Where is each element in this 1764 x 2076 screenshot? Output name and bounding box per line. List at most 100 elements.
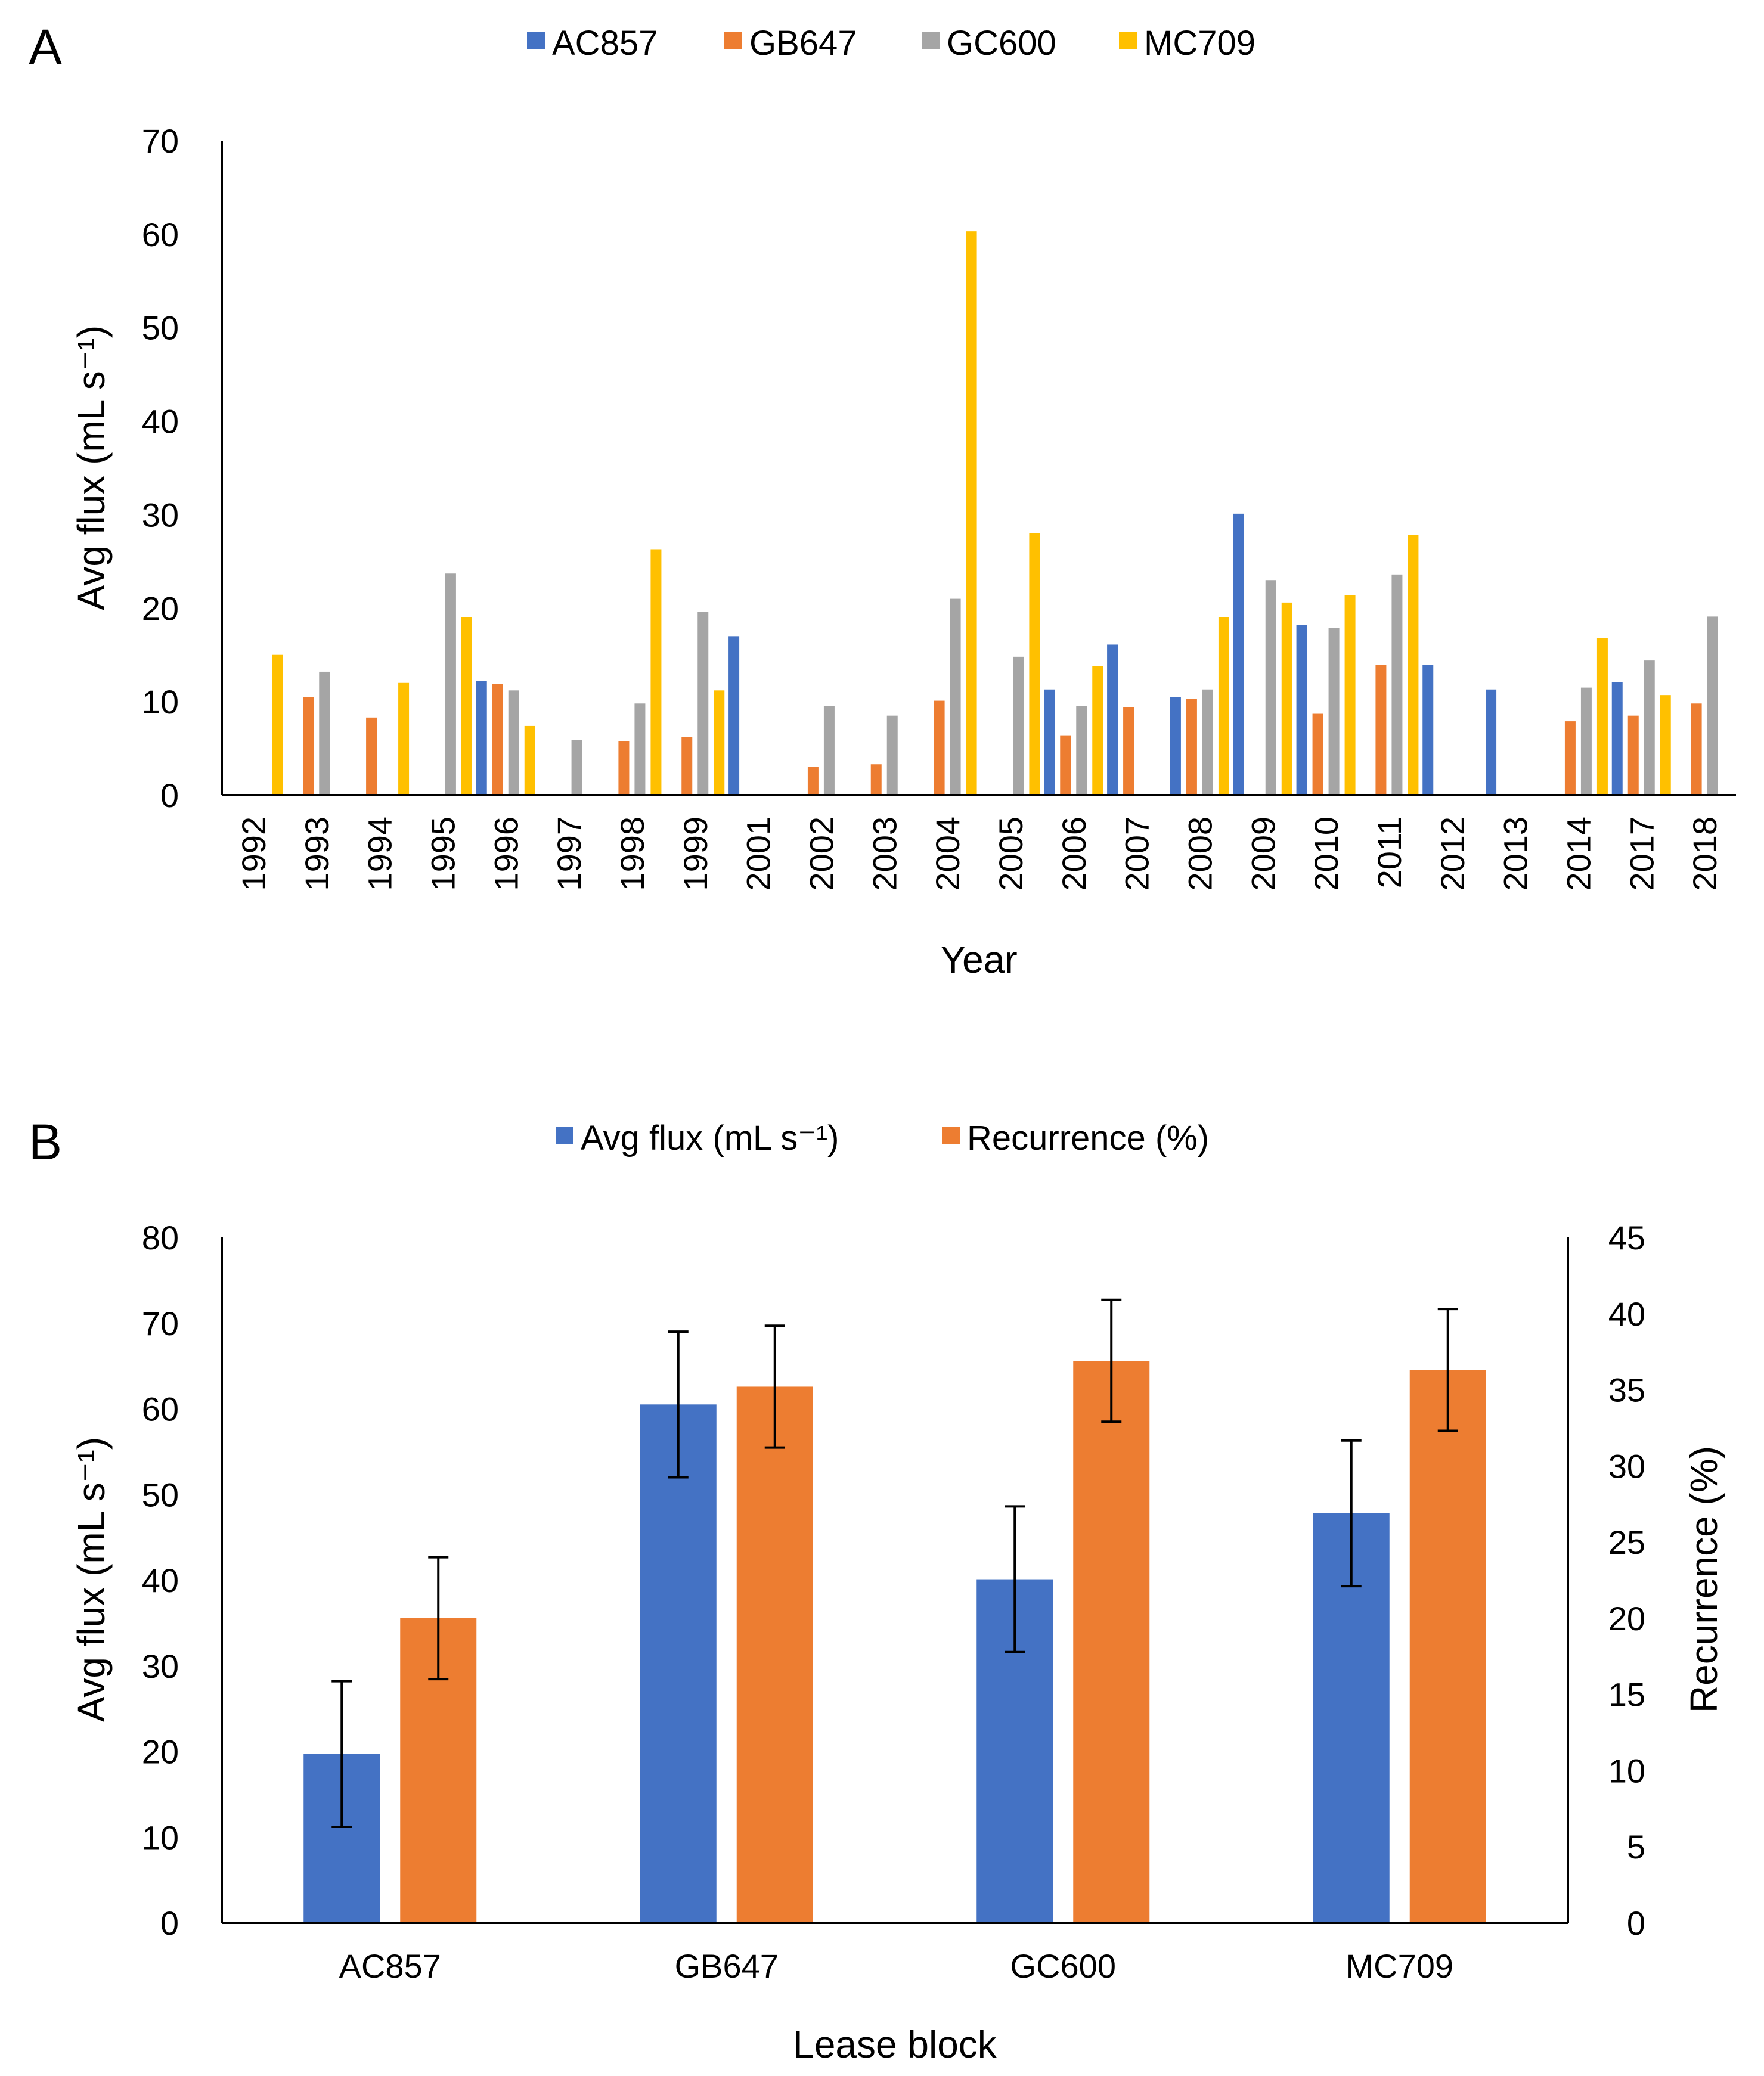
panel-b-x-tick-label: GC600 xyxy=(1010,1947,1116,1985)
panel-b-y-tick-label: 10 xyxy=(142,1819,179,1856)
panel-a-y-tick-label: 10 xyxy=(142,683,179,721)
panel-b-y2-tick-label: 5 xyxy=(1627,1828,1645,1866)
panel-a-x-tick-label: 2007 xyxy=(1118,817,1156,891)
panel-b-y-tick-label: 20 xyxy=(142,1733,179,1771)
panel-a-x-tick-label: 2010 xyxy=(1307,817,1345,891)
bar-ac857-2010 xyxy=(1296,625,1307,795)
panel-a-x-tick-label: 1994 xyxy=(361,817,399,891)
bar-ac857-2008 xyxy=(1170,697,1181,795)
panel-b-y-tick-label: 0 xyxy=(160,1904,179,1942)
bar-ac857-1996 xyxy=(476,681,487,795)
bar-mc709-1992 xyxy=(272,654,283,795)
panel-b-y2-tick-label: 20 xyxy=(1608,1600,1645,1637)
bar-gb647-1994 xyxy=(366,717,377,795)
panel-a-x-tick-label: 2003 xyxy=(866,817,903,891)
legend-label-recurrence: Recurrence (%) xyxy=(967,1119,1209,1158)
panel-a-x-tick-label: 1993 xyxy=(298,817,336,891)
bar-mc709-1998 xyxy=(650,549,662,795)
bar-recurrence-gc600 xyxy=(1073,1361,1150,1923)
panel-b-y2-tick-label: 35 xyxy=(1608,1371,1645,1409)
bar-ac857-2006 xyxy=(1044,689,1055,795)
bar-ac857-2017 xyxy=(1611,682,1623,795)
legend-swatch-ac857 xyxy=(527,32,545,49)
panel-a-x-tick-label: 1996 xyxy=(487,817,525,891)
bar-mc709-2014 xyxy=(1596,638,1608,795)
panel-b-y-tick-label: 60 xyxy=(142,1391,179,1428)
bar-gc600-2005 xyxy=(1013,656,1024,795)
bar-mc709-2006 xyxy=(1092,666,1103,795)
bar-gb647-2014 xyxy=(1564,721,1576,795)
panel-a-x-tick-label: 2004 xyxy=(929,817,966,891)
panel-b-y-tick-label: 80 xyxy=(142,1219,179,1256)
bar-mc709-2005 xyxy=(1029,533,1040,795)
panel-a-x-tick-label: 2014 xyxy=(1560,817,1597,891)
bar-gb647-2004 xyxy=(934,700,945,795)
bar-gc600-2008 xyxy=(1202,689,1213,795)
panel-a-x-tick-label: 2002 xyxy=(802,817,840,891)
bar-ac857-2007 xyxy=(1107,644,1118,795)
panel-a-x-tick-label: 2005 xyxy=(992,817,1030,891)
panel-b-x-tick-label: MC709 xyxy=(1346,1947,1453,1985)
panel-b-y-tick-label: 70 xyxy=(142,1305,179,1342)
bar-gb647-1993 xyxy=(303,697,314,795)
panel-b-legend: Avg flux (mL s⁻¹) Recurrence (%) xyxy=(556,1119,1209,1158)
bar-ac857-2001 xyxy=(728,636,740,795)
panel-a-y-tick-label: 30 xyxy=(142,496,179,533)
bar-mc709-1996 xyxy=(524,725,535,795)
bar-gb647-2011 xyxy=(1375,665,1387,795)
bar-gc600-2003 xyxy=(886,715,898,795)
legend-swatch-avg-flux-ml-s xyxy=(556,1127,573,1144)
bar-gc600-1999 xyxy=(697,612,709,795)
bar-ac857-2013 xyxy=(1486,689,1497,795)
panel-b-x-ticks: AC857 GB647 GC600 MC709 xyxy=(339,1947,1453,1985)
legend-swatch-recurrence xyxy=(942,1127,960,1144)
panel-a-y-tick-label: 50 xyxy=(142,309,179,347)
panel-a-y-ticks: 0 10 20 30 40 50 60 70 xyxy=(142,122,179,814)
error-bar-recurrence-gb647 xyxy=(764,1324,785,1449)
panel-b-y-tick-label: 50 xyxy=(142,1476,179,1513)
panel-a-y-tick-label: 40 xyxy=(142,403,179,440)
bar-mc709-2010 xyxy=(1344,595,1356,795)
panel-a-x-tick-label: 1997 xyxy=(550,817,588,891)
panel-b-y2-tick-label: 10 xyxy=(1608,1752,1645,1789)
bar-gc600-2010 xyxy=(1328,628,1340,795)
panel-a-x-tick-label: 2017 xyxy=(1623,817,1660,891)
panel-b-y-tick-label: 40 xyxy=(142,1562,179,1599)
bar-gb647-2002 xyxy=(807,767,819,795)
bar-gb647-2017 xyxy=(1627,715,1639,795)
panel-b-y2-axis-title: Recurrence (%) xyxy=(1682,1446,1725,1713)
bar-gc600-2018 xyxy=(1707,616,1718,795)
error-bar-avg-flux-ml-s-gb647 xyxy=(668,1330,689,1479)
bar-mc709-1994 xyxy=(398,682,410,795)
bar-gb647-2003 xyxy=(870,764,882,795)
bar-gc600-1998 xyxy=(634,703,646,795)
error-bar-recurrence-ac857 xyxy=(428,1556,449,1681)
bar-mc709-2017 xyxy=(1660,695,1671,795)
bar-gb647-2010 xyxy=(1312,713,1323,795)
panel-a-x-tick-label: 2008 xyxy=(1181,817,1219,891)
bar-gb647-2006 xyxy=(1060,735,1071,795)
bar-mc709-2008 xyxy=(1218,617,1229,795)
panel-b-y-ticks: 0 10 20 30 40 50 60 70 80 0 5 10 15 20 25 30 35 40 45 xyxy=(142,1219,1645,1942)
legend-label-avg-flux-ml-s: Avg flux (mL s⁻¹) xyxy=(581,1119,839,1158)
bar-gb647-1998 xyxy=(618,741,630,795)
panel-a-x-tick-label: 2009 xyxy=(1244,817,1282,891)
panel-a-x-tick-label: 2018 xyxy=(1686,817,1723,891)
bar-mc709-2004 xyxy=(966,231,977,795)
panel-a-y-tick-label: 20 xyxy=(142,589,179,627)
panel-a-x-axis-title: Year xyxy=(940,938,1017,981)
bar-gc600-1997 xyxy=(571,740,582,795)
bar-gb647-1996 xyxy=(492,684,503,795)
panel-b-y2-tick-label: 40 xyxy=(1608,1295,1645,1333)
bar-gc600-2009 xyxy=(1265,580,1276,795)
panel-a-x-tick-label: 2012 xyxy=(1434,817,1471,891)
bar-recurrence-gb647 xyxy=(736,1386,813,1923)
panel-a-y-tick-label: 0 xyxy=(160,777,179,814)
panel-a-x-tick-label: 1999 xyxy=(677,817,714,891)
panel-b-y-tick-label: 30 xyxy=(142,1647,179,1685)
bar-gb647-2018 xyxy=(1691,703,1702,795)
bar-gb647-2008 xyxy=(1186,699,1197,795)
panel-b-x-axis-title: Lease block xyxy=(793,2023,997,2066)
bar-mc709-2011 xyxy=(1408,535,1419,795)
